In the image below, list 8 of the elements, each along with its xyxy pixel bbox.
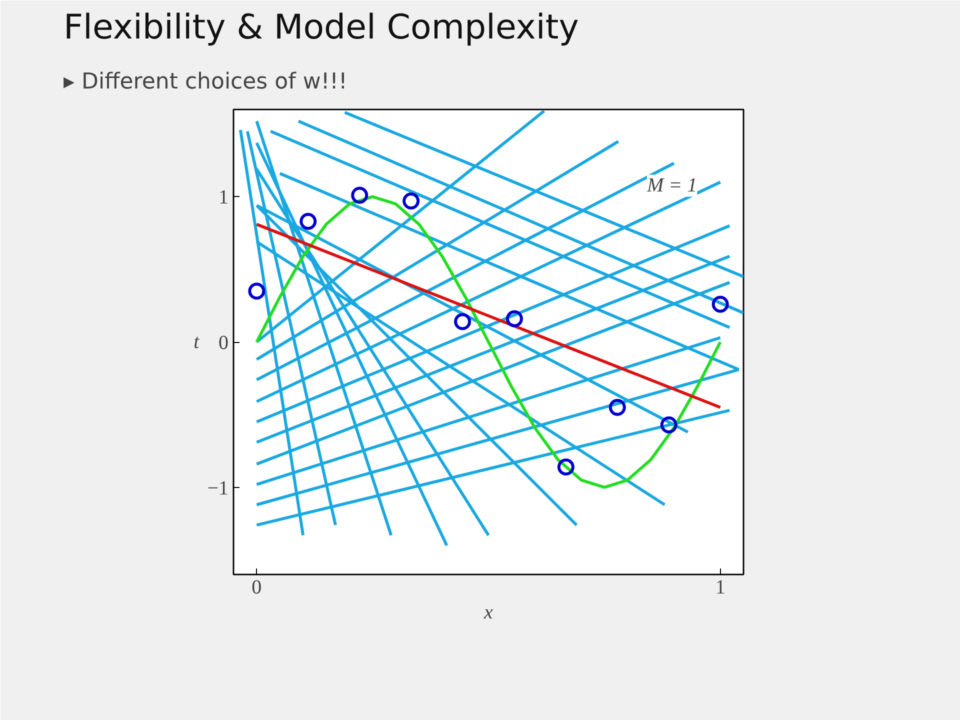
chart-title: Flexibility & Model Complexity	[64, 8, 579, 48]
annotation: M = 1	[646, 174, 698, 197]
y-tick-label: −1	[207, 477, 228, 500]
chart-subtitle: ▸ Different choices of w!!!	[64, 70, 348, 94]
y-tick-label: 0	[218, 332, 228, 354]
y-tick-label: 1	[218, 186, 228, 209]
x-axis-title: x	[483, 602, 494, 624]
y-axis-title: t	[194, 331, 200, 353]
